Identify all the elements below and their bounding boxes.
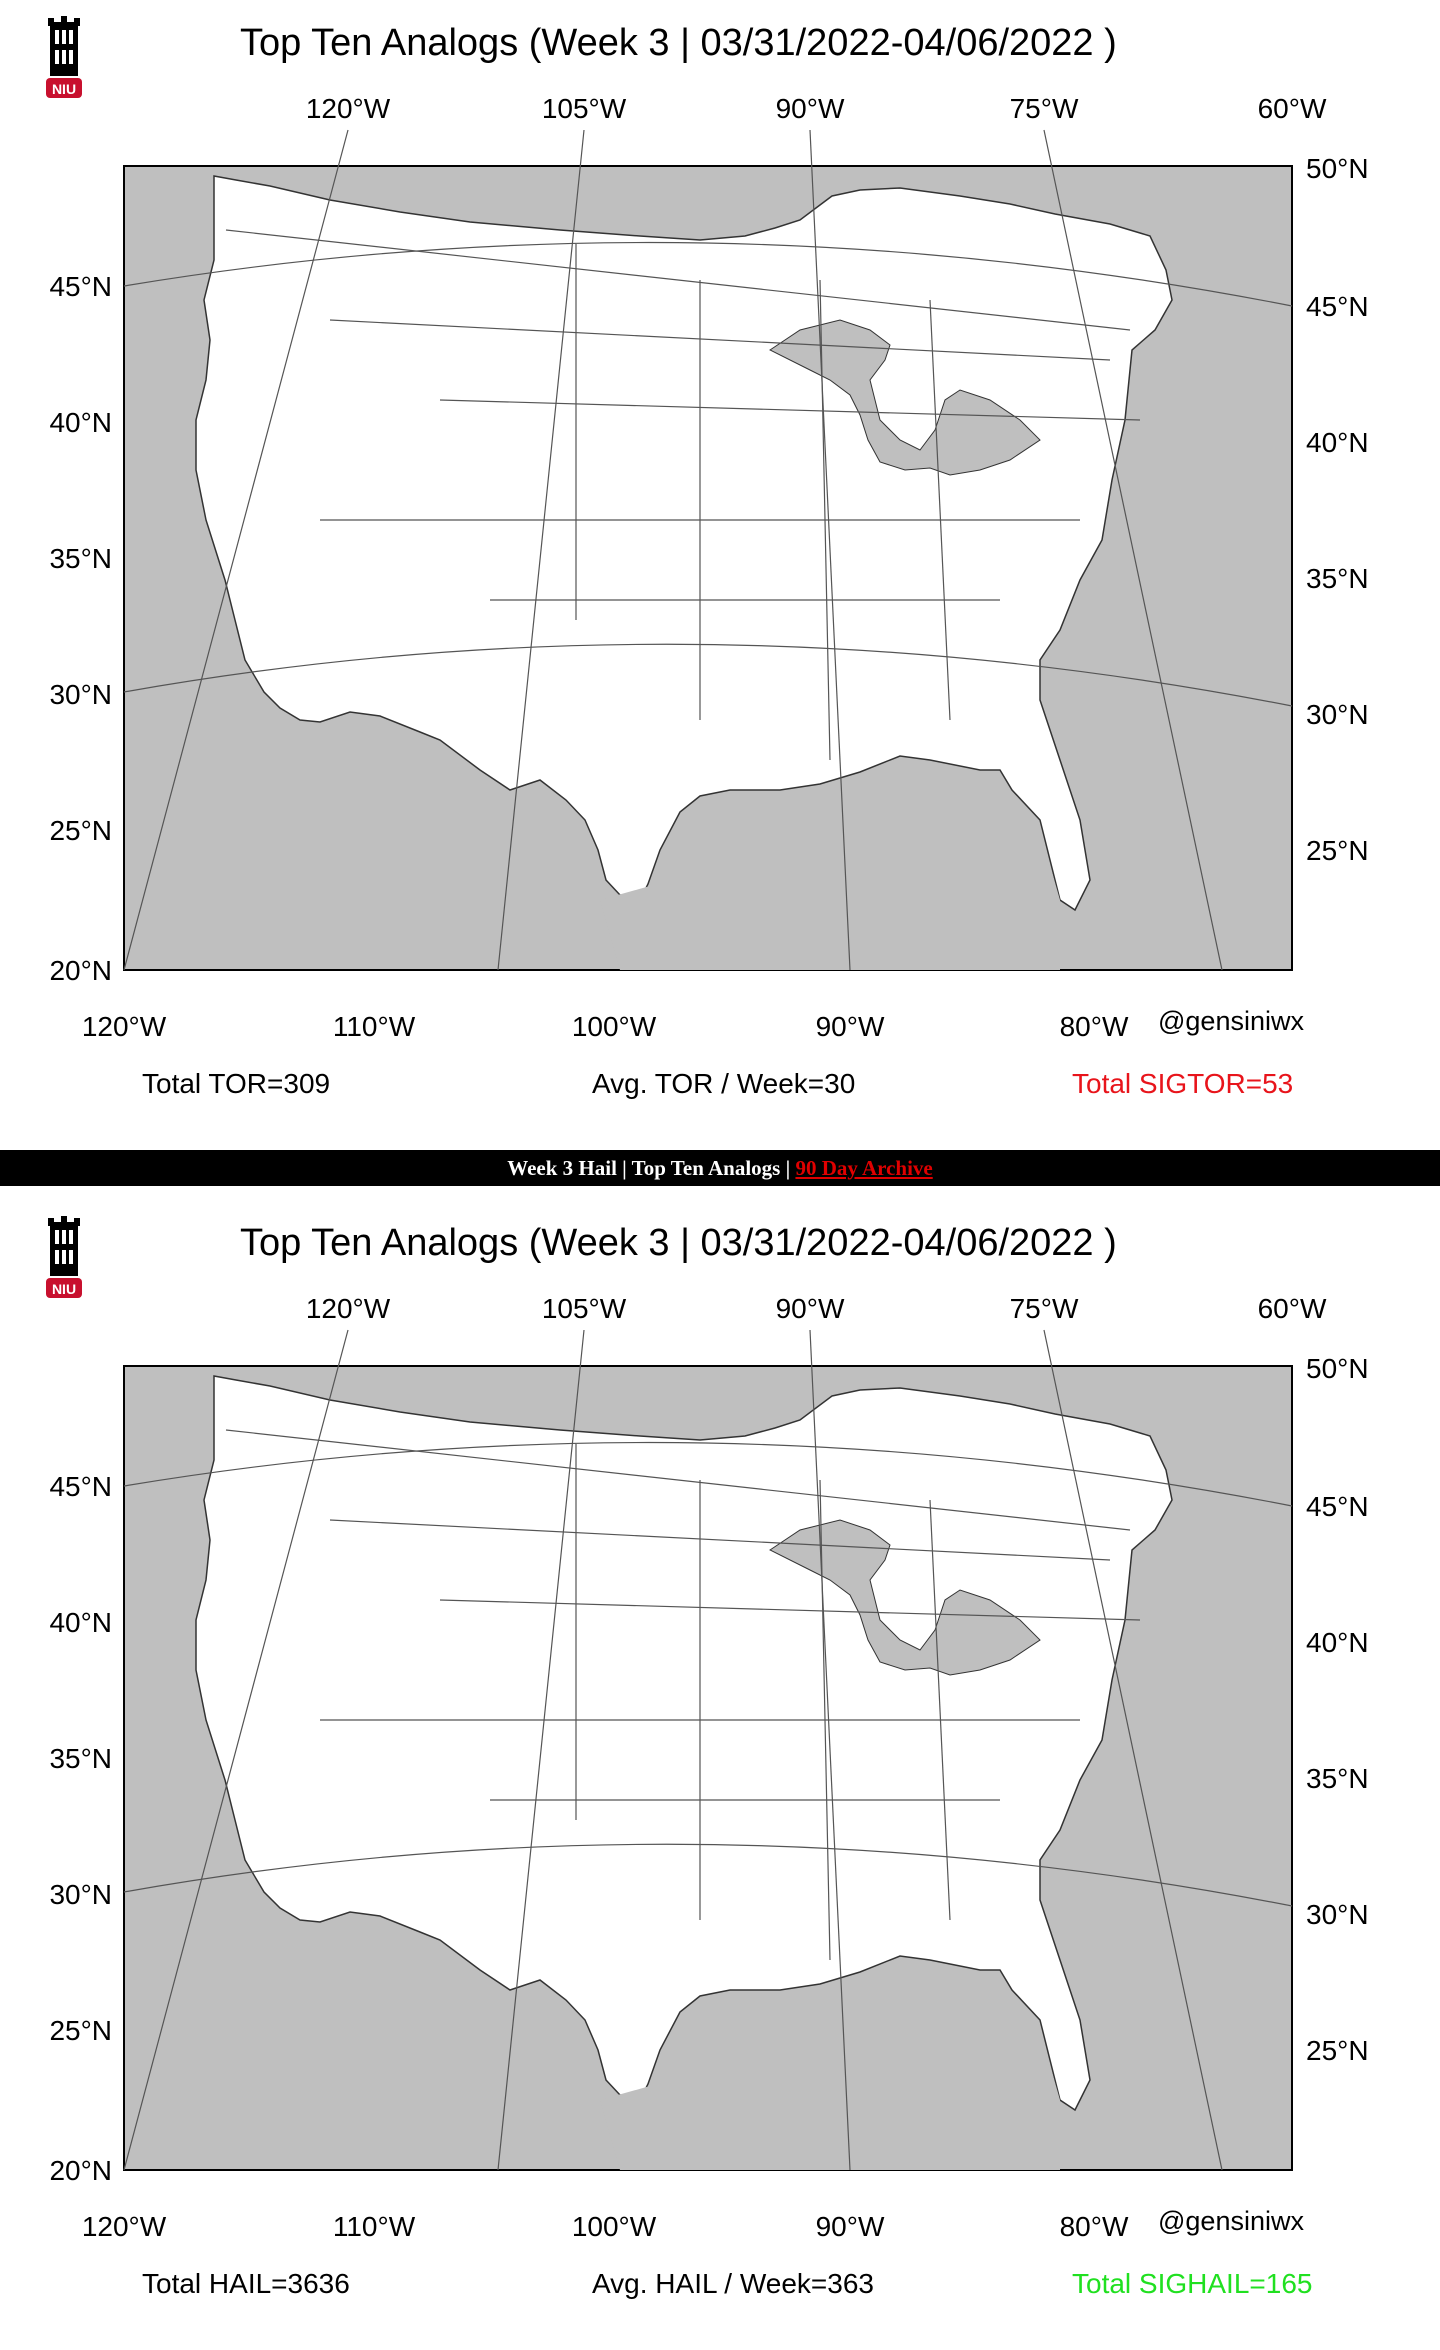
lon-label-top: 75°W xyxy=(1010,93,1079,124)
lon-label-top: 120°W xyxy=(306,1293,391,1324)
lat-label-right: 45°N xyxy=(1306,1491,1369,1522)
conus-land xyxy=(195,175,1173,912)
lat-label-left: 35°N xyxy=(49,1743,112,1774)
lon-label-bottom: 90°W xyxy=(816,2211,885,2242)
lat-label-right: 40°N xyxy=(1306,427,1369,458)
great-lakes xyxy=(769,1519,1041,1676)
graticule xyxy=(123,129,1293,971)
lon-label-bottom: 110°W xyxy=(333,1011,416,1042)
lat-label-left: 20°N xyxy=(49,2155,112,2186)
hail-report-map: 120°W 105°W 90°W 75°W 60°W 120°W 110°W 1… xyxy=(49,1293,1369,2242)
hail-section-banner: Week 3 Hail | Top Ten Analogs | 90 Day A… xyxy=(0,1150,1440,1186)
lat-label-left: 25°N xyxy=(49,815,112,846)
lat-label-right: 35°N xyxy=(1306,563,1369,594)
land-layer xyxy=(195,175,1173,970)
lat-label-right: 30°N xyxy=(1306,1899,1369,1930)
lon-label-bottom: 80°W xyxy=(1060,1011,1129,1042)
niu-logo-text: NIU xyxy=(52,81,76,97)
lon-label-bottom: 100°W xyxy=(572,2211,657,2242)
lat-label-right: 50°N xyxy=(1306,153,1369,184)
archive-link[interactable]: 90 Day Archive xyxy=(795,1156,933,1180)
lat-label-right: 25°N xyxy=(1306,2035,1369,2066)
lon-labels-bottom: 120°W 110°W 100°W 90°W 80°W xyxy=(82,2211,1129,2242)
lat-labels-left: 45°N 40°N 35°N 30°N 25°N 20°N xyxy=(49,1471,112,2186)
land-layer xyxy=(195,1375,1173,2170)
lon-label-bottom: 120°W xyxy=(82,2211,167,2242)
lat-label-left: 35°N xyxy=(49,543,112,574)
lat-label-left: 45°N xyxy=(49,1471,112,1502)
graticule xyxy=(123,1329,1293,2171)
lon-label-top: 105°W xyxy=(542,93,627,124)
lat-label-left: 30°N xyxy=(49,679,112,710)
lon-label-top: 90°W xyxy=(776,93,845,124)
lon-label-top: 120°W xyxy=(306,93,391,124)
total-count: Total TOR=309 xyxy=(142,1068,331,1099)
tornado-report-map: 120°W 105°W 90°W 75°W 60°W 120°W 110°W 1… xyxy=(49,93,1369,1042)
lat-label-left: 45°N xyxy=(49,271,112,302)
credit-handle: @gensiniwx xyxy=(1158,2206,1304,2236)
lon-labels-top: 120°W 105°W 90°W 75°W 60°W xyxy=(306,93,1327,124)
map-title: Top Ten Analogs (Week 3 | 03/31/2022-04/… xyxy=(240,22,1117,64)
lat-labels-left: 45°N 40°N 35°N 30°N 25°N 20°N xyxy=(49,271,112,986)
lon-label-top: 75°W xyxy=(1010,1293,1079,1324)
lon-label-top: 60°W xyxy=(1258,1293,1327,1324)
lon-labels-top: 120°W 105°W 90°W 75°W 60°W xyxy=(306,1293,1327,1324)
lat-label-right: 50°N xyxy=(1306,1353,1369,1384)
weekly-average: Avg. HAIL / Week=363 xyxy=(592,2268,874,2299)
lat-labels-right: 50°N 45°N 40°N 35°N 30°N 25°N xyxy=(1306,1353,1369,2066)
significant-total: Total SIGHAIL=165 xyxy=(1072,2268,1313,2299)
niu-logo-icon: NIU xyxy=(46,1216,82,1298)
lon-labels-bottom: 120°W 110°W 100°W 90°W 80°W xyxy=(82,1011,1129,1042)
lat-label-left: 25°N xyxy=(49,2015,112,2046)
lon-label-bottom: 80°W xyxy=(1060,2211,1129,2242)
lat-label-left: 40°N xyxy=(49,407,112,438)
lat-label-right: 35°N xyxy=(1306,1763,1369,1794)
lon-label-bottom: 90°W xyxy=(816,1011,885,1042)
lon-label-top: 105°W xyxy=(542,1293,627,1324)
niu-logo-text: NIU xyxy=(52,1281,76,1297)
hail-analog-panel: NIU Top Ten Analogs (Week 3 | 03/31/2022… xyxy=(0,1200,1440,2350)
total-count: Total HAIL=3636 xyxy=(142,2268,350,2299)
lat-label-right: 40°N xyxy=(1306,1627,1369,1658)
lat-label-left: 30°N xyxy=(49,1879,112,1910)
lon-label-top: 90°W xyxy=(776,1293,845,1324)
great-lakes xyxy=(769,319,1041,476)
tornado-analog-panel: NIU Top Ten Analogs (Week 3 | 03/31/2022… xyxy=(0,0,1440,1150)
lat-label-left: 20°N xyxy=(49,955,112,986)
map-title: Top Ten Analogs (Week 3 | 03/31/2022-04/… xyxy=(240,1222,1117,1264)
niu-logo-icon: NIU xyxy=(46,16,82,98)
lat-labels-right: 50°N 45°N 40°N 35°N 30°N 25°N xyxy=(1306,153,1369,866)
gulf-water xyxy=(600,758,1060,970)
lon-label-top: 60°W xyxy=(1258,93,1327,124)
lon-label-bottom: 100°W xyxy=(572,1011,657,1042)
banner-text: Week 3 Hail | Top Ten Analogs | xyxy=(507,1156,796,1180)
lon-label-bottom: 120°W xyxy=(82,1011,167,1042)
lat-label-right: 45°N xyxy=(1306,291,1369,322)
gulf-water xyxy=(600,1958,1060,2170)
weekly-average: Avg. TOR / Week=30 xyxy=(592,1068,856,1099)
significant-total: Total SIGTOR=53 xyxy=(1072,1068,1294,1099)
lat-label-right: 30°N xyxy=(1306,699,1369,730)
conus-land xyxy=(195,1375,1173,2112)
lat-label-left: 40°N xyxy=(49,1607,112,1638)
credit-handle: @gensiniwx xyxy=(1158,1006,1304,1036)
lon-label-bottom: 110°W xyxy=(333,2211,416,2242)
lat-label-right: 25°N xyxy=(1306,835,1369,866)
